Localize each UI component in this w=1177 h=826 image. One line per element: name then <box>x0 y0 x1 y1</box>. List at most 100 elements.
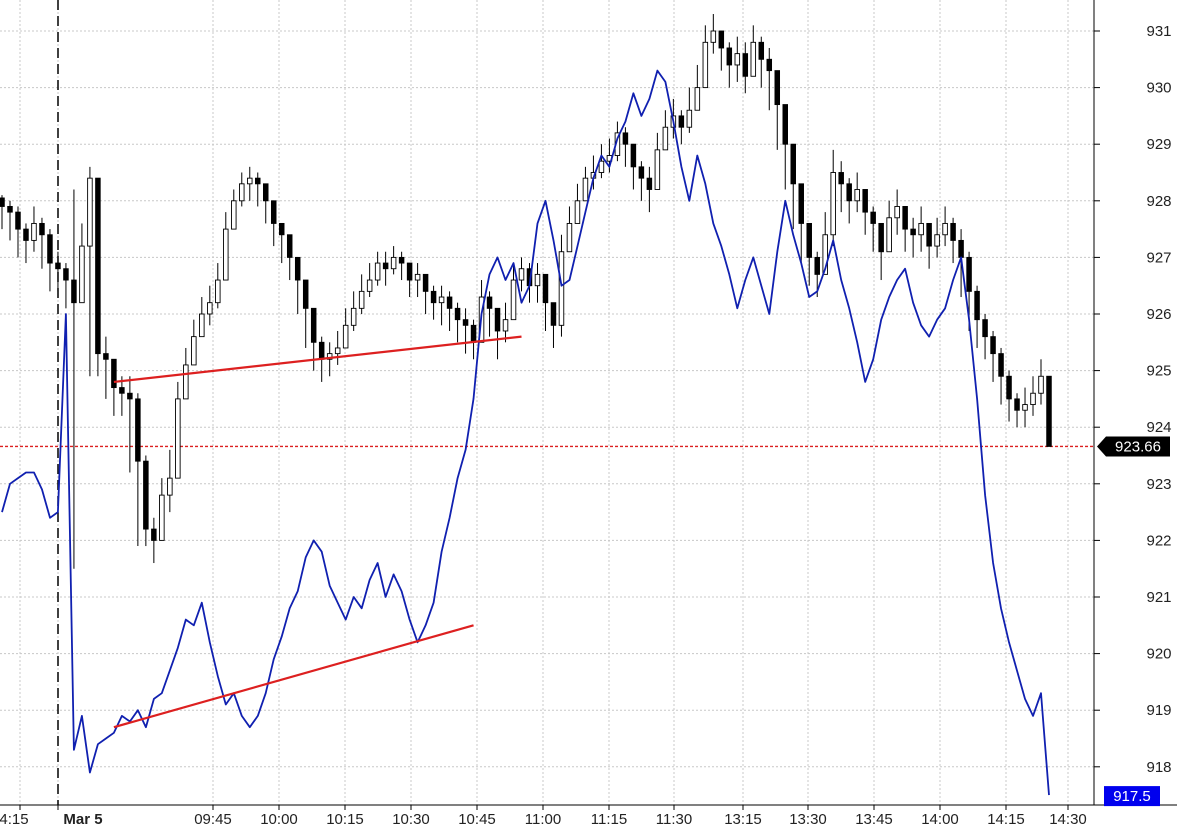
candle-99 <box>790 143 796 230</box>
candle-20 <box>159 478 165 541</box>
candle-body-down <box>926 222 932 247</box>
candle-body-down <box>302 279 309 309</box>
candle-63 <box>502 302 509 343</box>
candle-110 <box>878 222 884 281</box>
candle-body-down <box>318 341 325 360</box>
candle-body-up <box>326 353 333 360</box>
candle-body-down <box>486 296 493 309</box>
candle-body-up <box>582 177 589 202</box>
candle-body-up <box>374 262 381 281</box>
line-value-badge-bg <box>1104 786 1160 807</box>
candle-111 <box>886 200 892 253</box>
candle-body-down <box>998 353 1004 377</box>
candle-body-up <box>175 398 181 479</box>
x-tick-label: 4:15 <box>0 811 29 826</box>
candle-50 <box>398 251 405 281</box>
y-tick-label: 920 <box>1146 646 1171 663</box>
candle-body-up <box>342 324 349 349</box>
candle-body-down <box>838 172 844 185</box>
candle-body-down <box>127 392 133 400</box>
candle-19 <box>151 517 157 564</box>
candle-96 <box>766 47 773 111</box>
candle-body-up <box>854 189 860 202</box>
y-tick-label: 930 <box>1146 80 1171 97</box>
candle-body-down <box>774 70 781 106</box>
candle-body-down <box>294 256 301 281</box>
candle-body-down <box>982 319 988 338</box>
candle-51 <box>406 262 413 298</box>
candle-15 <box>119 376 125 416</box>
candle-56 <box>446 291 453 331</box>
x-tick-label: 11:30 <box>656 811 692 826</box>
candle-body-down <box>806 222 812 258</box>
candle-16 <box>127 376 133 473</box>
trendline-1 <box>113 624 474 729</box>
candle-104 <box>830 149 836 247</box>
candle-body-down <box>406 262 413 281</box>
comparison-line <box>1 69 1050 796</box>
candle-body-up <box>223 228 229 281</box>
candle-body-down <box>63 268 69 281</box>
candle-5 <box>39 217 45 269</box>
candle-body-down <box>15 211 21 230</box>
candle-55 <box>438 285 445 326</box>
candle-119 <box>950 217 956 264</box>
candle-101 <box>806 222 812 286</box>
candle-25 <box>199 297 205 338</box>
candle-114 <box>910 217 916 258</box>
x-tick-label: 14:00 <box>921 811 959 826</box>
candle-117 <box>934 217 940 258</box>
candle-26 <box>207 285 213 326</box>
candle-95 <box>758 36 765 88</box>
candle-127 <box>1014 393 1020 428</box>
candle-body-up <box>566 222 573 253</box>
candle-89 <box>710 14 717 54</box>
candle-98 <box>782 104 789 190</box>
candle-body-down <box>111 358 117 389</box>
candle-69 <box>550 302 557 348</box>
candle-body-down <box>766 58 773 72</box>
candle-body-down <box>119 387 125 394</box>
candle-body-down <box>382 262 389 270</box>
candle-body-down <box>462 319 469 326</box>
candle-103 <box>822 212 828 275</box>
candle-30 <box>239 172 245 207</box>
candle-6 <box>47 229 53 292</box>
candle-2 <box>15 206 21 258</box>
candle-47 <box>374 251 381 286</box>
candle-body-down <box>622 132 629 145</box>
candle-body-down <box>718 30 725 49</box>
candle-body-up <box>215 279 221 304</box>
y-tick-label: 925 <box>1146 363 1171 380</box>
x-tick-label: 11:15 <box>591 811 627 826</box>
candle-body-down <box>422 273 429 292</box>
candle-57 <box>454 302 461 343</box>
candle-24 <box>191 319 197 366</box>
candle-body-down <box>95 177 101 355</box>
candle-body-down <box>454 307 461 321</box>
candle-body-down <box>47 234 53 264</box>
candle-body-down <box>135 398 141 462</box>
candle-10 <box>79 223 85 304</box>
candle-17 <box>135 393 141 547</box>
candle-body-up <box>558 251 565 326</box>
candle-18 <box>143 455 149 547</box>
candle-body-down <box>270 200 277 224</box>
candle-31 <box>247 166 253 201</box>
candle-72 <box>574 183 581 224</box>
candle-53 <box>422 273 429 314</box>
candle-body-down <box>151 528 157 541</box>
candle-body-down <box>446 296 453 309</box>
candle-body-up <box>694 87 701 111</box>
candle-body-up <box>734 53 741 66</box>
candle-body-down <box>950 222 956 241</box>
candle-body-down <box>103 353 109 360</box>
candle-body-down <box>542 273 549 304</box>
candle-body-down <box>0 197 5 207</box>
candle-131 <box>1046 375 1052 447</box>
candle-body-down <box>262 183 269 202</box>
candle-112 <box>894 189 900 235</box>
candle-29 <box>231 189 237 230</box>
line-value-badge: 917.5 <box>1104 786 1160 807</box>
candle-7 <box>55 251 61 292</box>
